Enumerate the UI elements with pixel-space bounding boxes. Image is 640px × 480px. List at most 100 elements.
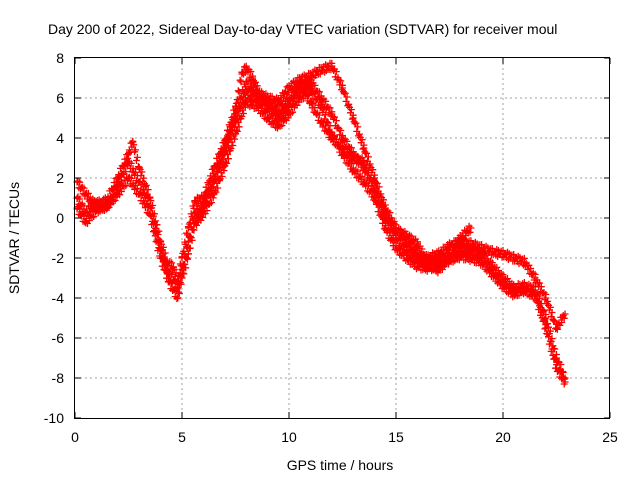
data-point: [424, 260, 432, 268]
data-point: [174, 294, 182, 302]
data-point: [157, 254, 165, 262]
data-point: [238, 70, 246, 78]
data-point: [103, 202, 111, 210]
data-point: [317, 66, 325, 74]
data-point: [520, 286, 528, 294]
data-point: [499, 282, 507, 290]
data-point: [328, 62, 336, 70]
data-point: [561, 310, 569, 318]
data-point: [253, 102, 261, 110]
data-point: [456, 252, 464, 260]
data-point: [339, 144, 346, 152]
data-point: [478, 258, 486, 266]
data-point: [542, 294, 550, 302]
data-point: [456, 234, 464, 242]
data-point: [178, 274, 186, 282]
data-point: [232, 110, 239, 118]
data-point: [242, 64, 250, 72]
chart-title: Day 200 of 2022, Sidereal Day-to-day VTE…: [48, 21, 557, 37]
data-point: [306, 98, 314, 106]
y-tick-label: 0: [56, 210, 64, 226]
data-point: [349, 114, 357, 122]
x-tick-label: 20: [495, 429, 511, 445]
data-point: [553, 324, 560, 332]
data-point: [561, 378, 569, 386]
y-tick-label: 2: [56, 170, 64, 186]
y-tick-label: -6: [52, 330, 65, 346]
data-point: [285, 84, 293, 92]
data-point: [339, 84, 346, 92]
data-point: [274, 122, 282, 130]
data-point: [285, 96, 293, 104]
data-point: [129, 138, 137, 146]
data-point: [328, 134, 336, 142]
data-point: [264, 114, 272, 122]
data-point: [82, 218, 90, 226]
data-point: [306, 78, 314, 86]
data-point: [125, 158, 132, 166]
data-point: [135, 190, 143, 198]
y-tick-label: -10: [44, 410, 64, 426]
tick-labels: 0 5 10 15 20 25 -10 -8 -6 -4 -2 0 2 4 6 8: [44, 50, 618, 445]
data-point: [499, 250, 507, 258]
x-tick-label: 0: [71, 429, 79, 445]
data-point: [553, 364, 560, 372]
data-point: [210, 190, 218, 198]
data-point: [114, 190, 122, 198]
data-point: [435, 266, 443, 274]
data-point: [381, 224, 389, 232]
series-markers: [73, 84, 568, 388]
data-point: [317, 102, 325, 110]
y-tick-label: 8: [56, 50, 64, 66]
x-tick-label: 25: [602, 429, 618, 445]
data-point: [191, 198, 199, 206]
data-point: [360, 144, 368, 152]
data-point: [210, 174, 218, 182]
data-point: [520, 258, 528, 266]
series-markers: [199, 77, 474, 277]
series-track-3: [73, 84, 569, 388]
data-point: [221, 144, 229, 152]
data-point: [317, 118, 325, 126]
data-point: [199, 210, 207, 218]
data-point: [264, 98, 272, 106]
data-point: [92, 206, 100, 214]
data-point: [191, 220, 199, 228]
data-point: [253, 88, 261, 96]
y-tick-label: -4: [52, 290, 65, 306]
data-point: [249, 74, 257, 82]
data-point: [467, 224, 475, 232]
y-axis-label: SDTVAR / TECUs: [6, 182, 22, 294]
plot-frame: [74, 57, 610, 419]
data-point: [510, 290, 518, 298]
data-point: [349, 154, 357, 162]
data-point: [446, 254, 453, 262]
data-point: [135, 164, 143, 172]
data-point: [531, 292, 539, 300]
y-tick-label: 6: [56, 90, 64, 106]
data-point: [488, 270, 496, 278]
data-point: [392, 226, 400, 234]
data-point: [296, 94, 304, 102]
data-point: [403, 254, 411, 262]
data-point: [360, 158, 368, 166]
data-point: [413, 262, 421, 270]
data-point: [467, 254, 475, 262]
x-tick-label: 10: [281, 429, 297, 445]
data-point: [242, 98, 250, 106]
data-points: [73, 59, 569, 388]
data-point: [232, 130, 239, 138]
data-point: [360, 178, 368, 186]
data-point: [221, 162, 229, 170]
axis-ticks: [74, 57, 611, 419]
data-point: [169, 264, 177, 272]
data-point: [296, 80, 304, 88]
data-point: [199, 198, 207, 206]
data-point: [242, 78, 250, 86]
data-point: [488, 248, 496, 256]
data-point: [349, 166, 357, 174]
y-tick-label: -8: [52, 370, 65, 386]
data-point: [371, 186, 379, 194]
data-point: [381, 210, 389, 218]
